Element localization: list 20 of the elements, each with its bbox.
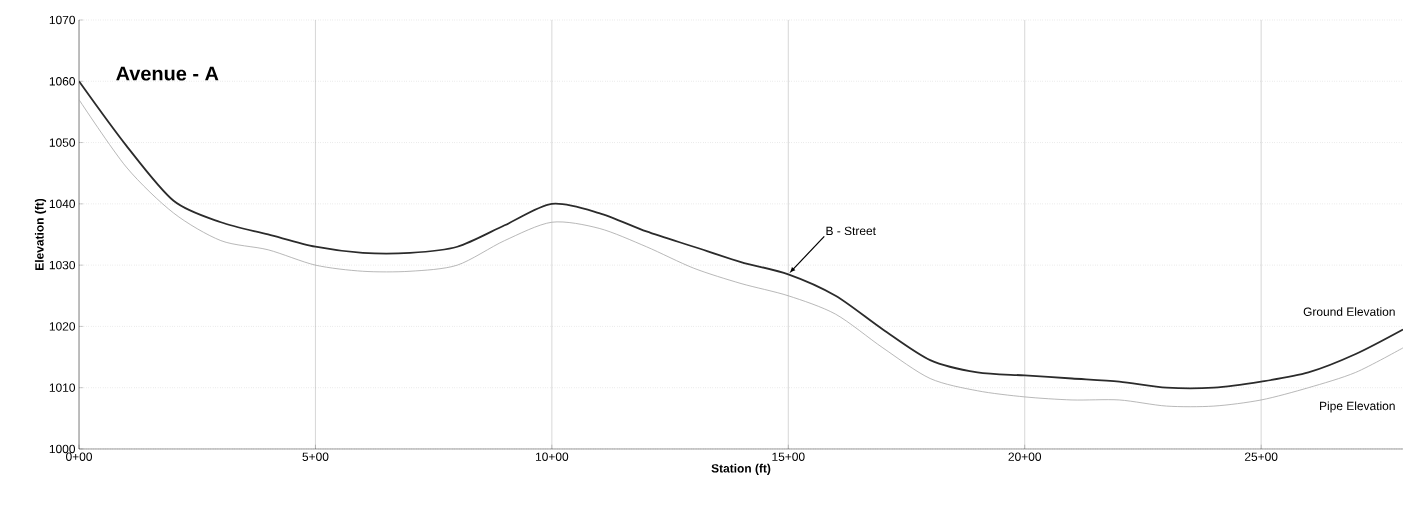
x-tick-label: 5+00 [302, 452, 329, 461]
y-tick-label: 1060 [49, 77, 76, 86]
x-tick-label: 10+00 [535, 452, 569, 461]
x-tick-label: 25+00 [1244, 452, 1278, 461]
annotation: B - Street [826, 226, 876, 236]
y-tick-label: 1070 [49, 15, 76, 25]
series-label: Pipe Elevation [1320, 401, 1395, 413]
y-tick-label: 1030 [49, 260, 76, 270]
y-tick-label: 1050 [49, 138, 76, 147]
text: Avenue - A [116, 66, 219, 81]
y-tick-label: 1000 [49, 444, 76, 454]
x-axis-title: Station (ft) [711, 463, 771, 475]
y-tick-label: 1040 [49, 199, 76, 209]
y-tick-label: 1010 [49, 383, 76, 392]
y-axis-title: Elevation (ft) [34, 198, 47, 270]
y-tick-label: 1020 [49, 322, 76, 331]
x-tick-label: 0+00 [66, 452, 93, 461]
x-tick-label: 15+00 [772, 452, 805, 461]
series-label: Ground Elevation [1303, 307, 1395, 316]
x-tick-label: 20+00 [1008, 452, 1042, 461]
